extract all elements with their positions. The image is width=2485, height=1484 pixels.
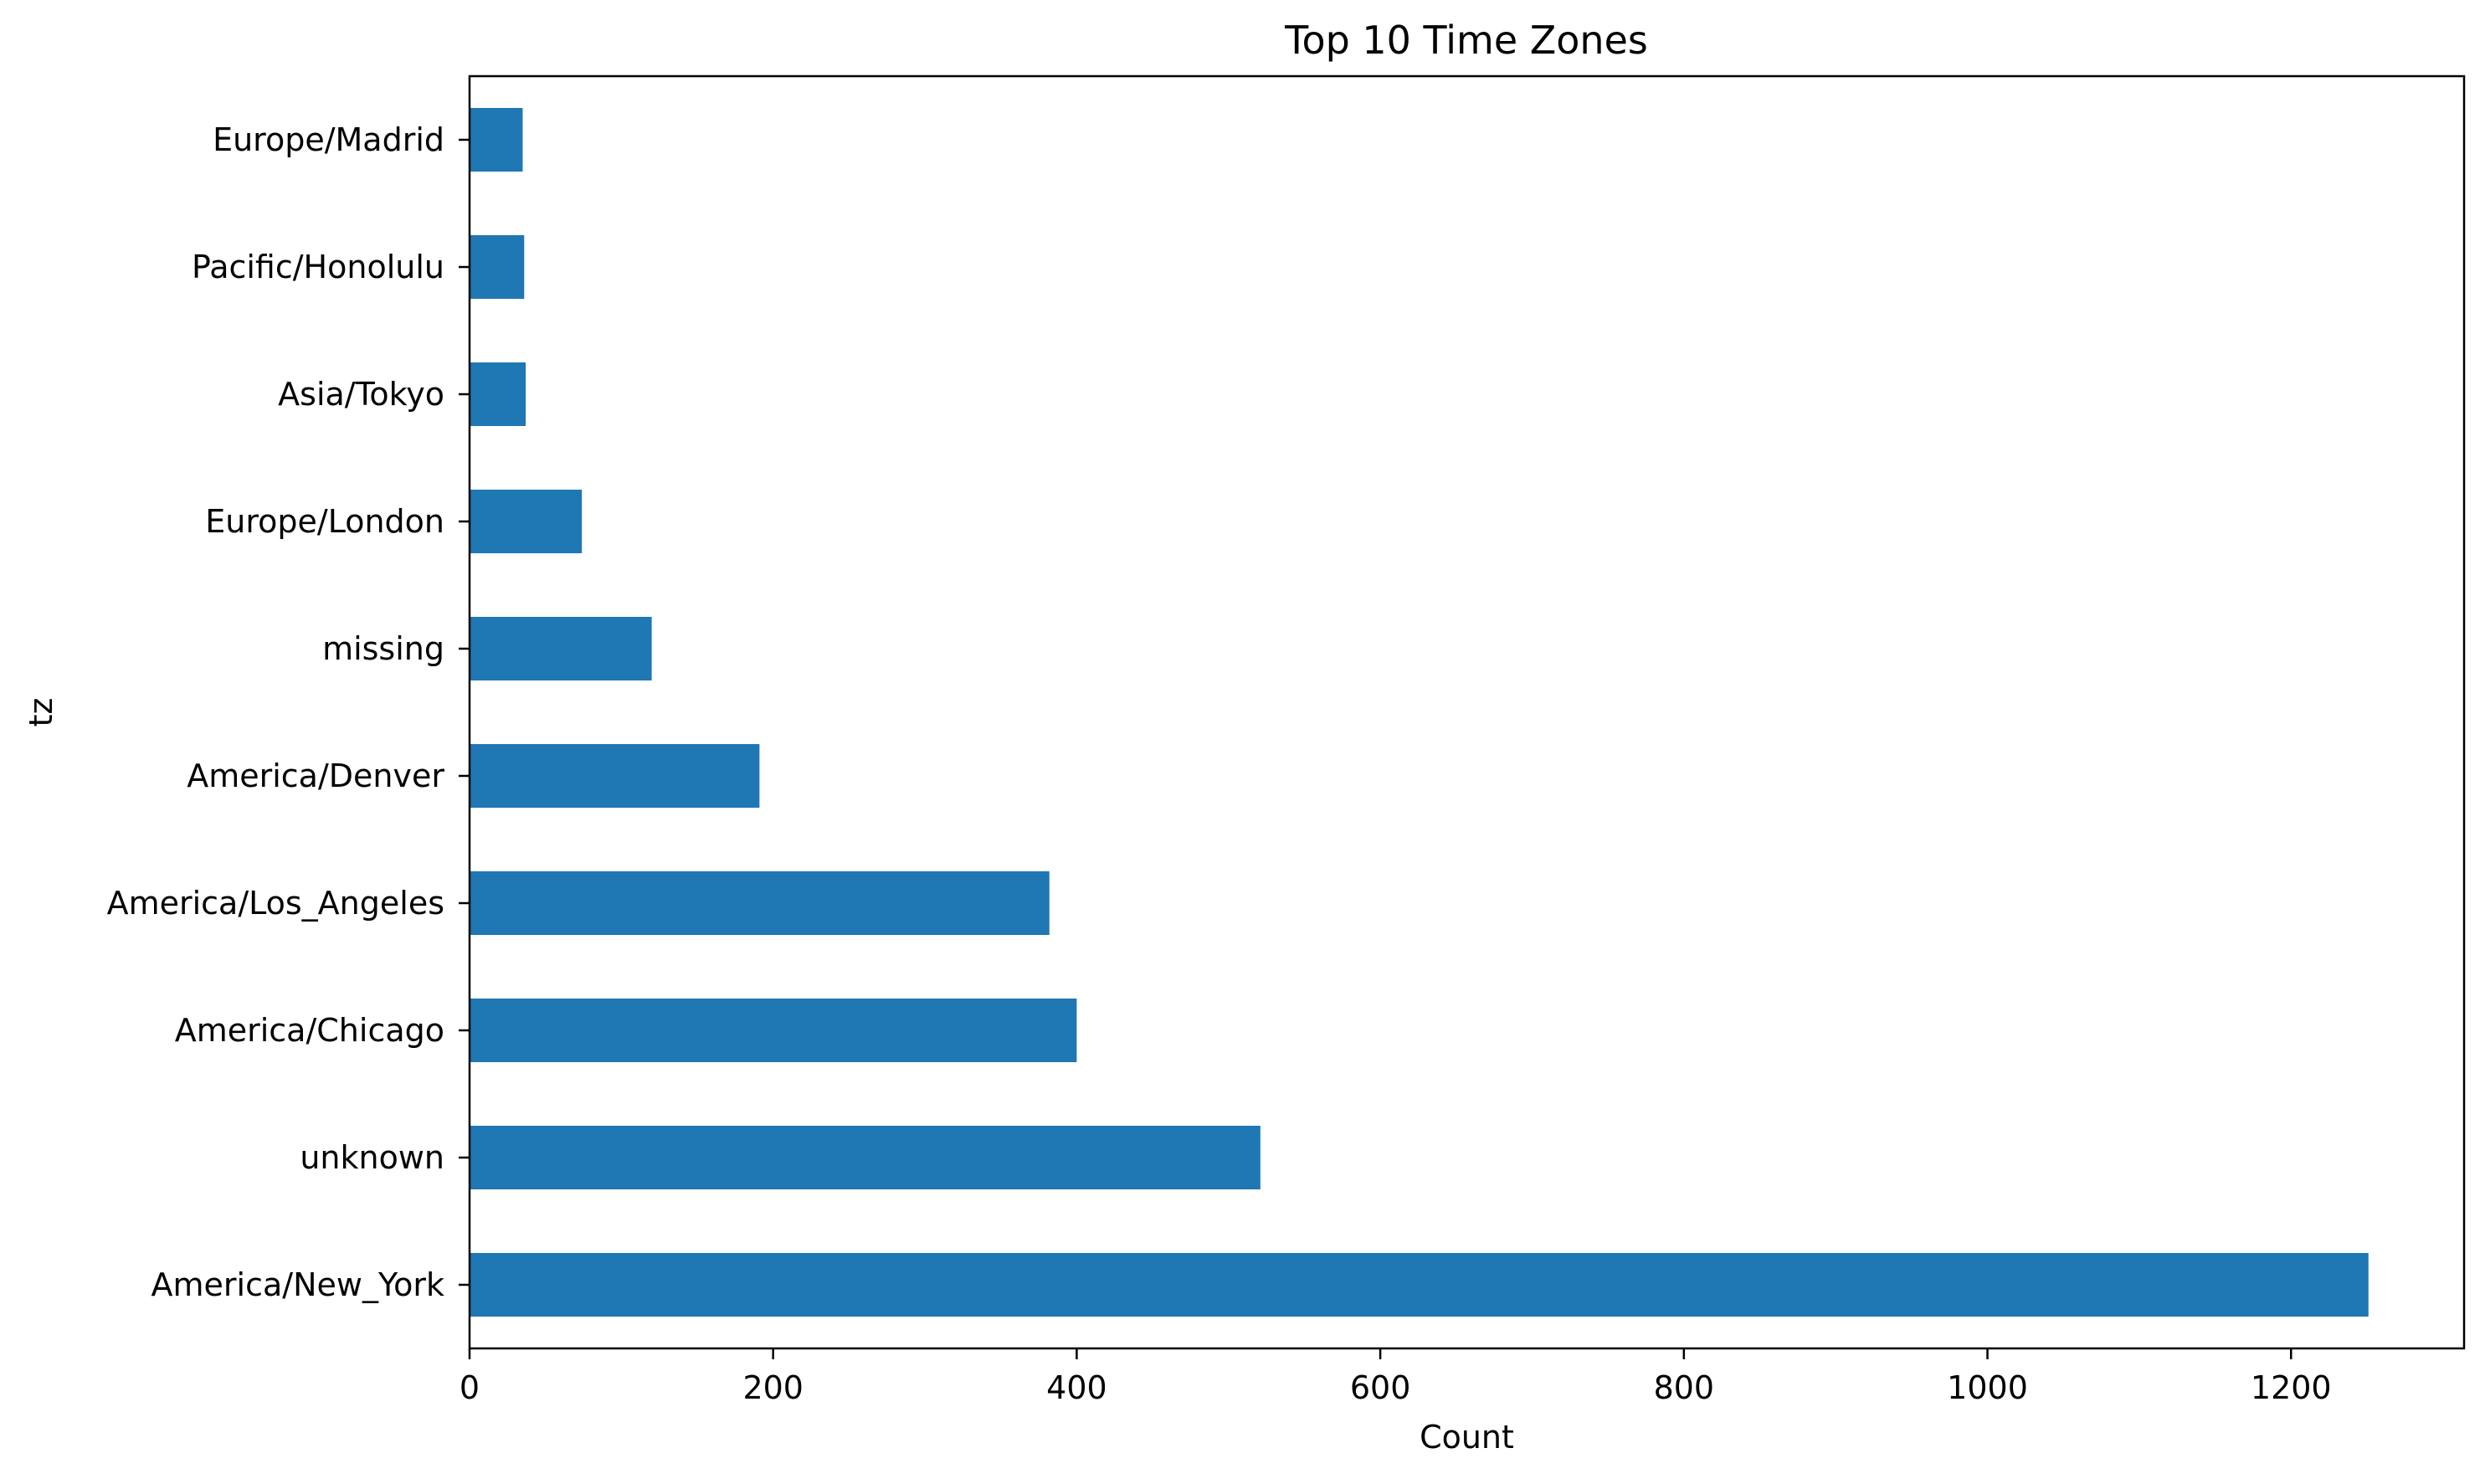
bar-missing (470, 617, 652, 680)
x-tick-label: 0 (460, 1369, 480, 1406)
plot-frame (468, 74, 2466, 1350)
x-axis-ticks: 0 200 400 600 800 1000 1200 (460, 1348, 2332, 1406)
x-axis-label: Count (1420, 1419, 1514, 1456)
bar-pacific-honolulu (470, 235, 525, 299)
x-tick-label: 800 (1654, 1369, 1715, 1406)
bar-america-los-angeles (470, 871, 1050, 935)
y-tick-label: Pacific/Honolulu (192, 249, 444, 285)
bar-unknown (470, 1126, 1260, 1189)
y-tick-label: Europe/London (205, 503, 444, 540)
y-tick-label: America/Los_Angeles (107, 885, 444, 922)
y-tick-label: Asia/Tokyo (278, 376, 444, 413)
x-tick-label: 600 (1350, 1369, 1411, 1406)
bar-america-denver (470, 744, 760, 808)
x-tick-label: 1200 (2251, 1369, 2332, 1406)
y-tick-label: America/Denver (187, 757, 444, 794)
bar-america-chicago (470, 999, 1077, 1062)
bars-layer (470, 108, 2369, 1317)
bar-europe-madrid (470, 108, 523, 172)
y-axis-label: tz (23, 698, 59, 727)
bar-asia-tokyo (470, 362, 526, 426)
y-axis-ticks: America/New_York unknown America/Chicago Am… (107, 121, 470, 1303)
x-tick-label: 200 (742, 1369, 804, 1406)
bar-europe-london (470, 490, 583, 553)
bar-america-new-york (470, 1253, 2369, 1317)
y-tick-label: missing (322, 630, 444, 667)
x-tick-label: 1000 (1947, 1369, 2028, 1406)
y-tick-label: America/Chicago (175, 1012, 444, 1049)
chart-title: Top 10 Time Zones (1284, 18, 1648, 63)
y-tick-label: unknown (300, 1139, 444, 1176)
x-tick-label: 400 (1046, 1369, 1107, 1406)
y-tick-label: America/New_York (151, 1266, 444, 1303)
y-tick-label: Europe/Madrid (213, 121, 444, 158)
